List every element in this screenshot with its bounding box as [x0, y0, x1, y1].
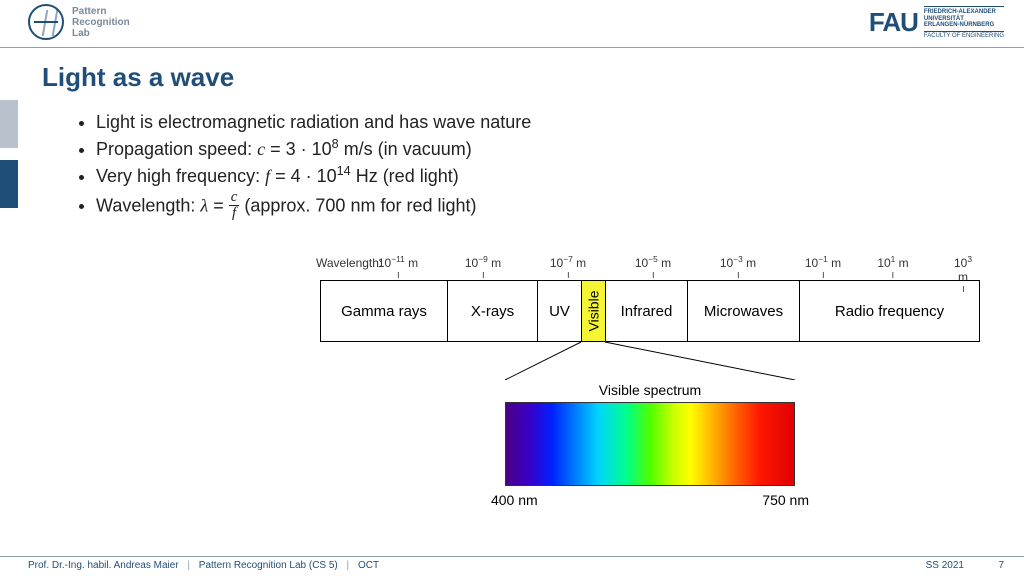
wavelength-tick: 10−9 m — [465, 254, 501, 278]
lab-logo: Pattern Recognition Lab — [28, 4, 130, 40]
spectrum-segment: Infrared — [606, 281, 688, 341]
wavelength-tick: 10−11 m — [378, 254, 418, 278]
lab-logo-text: Pattern Recognition Lab — [72, 6, 130, 39]
footer-topic: OCT — [358, 560, 379, 571]
fau-text: FRIEDRICH-ALEXANDER UNIVERSITÄT ERLANGEN… — [924, 6, 1004, 39]
wavelength-label: Wavelength: — [316, 256, 382, 270]
wavelength-tick: 10−1 m — [805, 254, 841, 278]
segment-label: Infrared — [621, 303, 673, 320]
bullet-text: (approx. 700 nm for red light) — [239, 195, 476, 215]
math-exp: 14 — [337, 164, 351, 178]
math-num: c — [229, 190, 240, 206]
slide-footer: Prof. Dr.-Ing. habil. Andreas Maier | Pa… — [0, 556, 1024, 576]
spectrum-label-left: 400 nm — [491, 492, 538, 508]
slide-header: Pattern Recognition Lab FAU FRIEDRICH-AL… — [0, 0, 1024, 48]
bullet-text: Propagation speed: — [96, 139, 257, 159]
footer-author: Prof. Dr.-Ing. habil. Andreas Maier — [28, 560, 179, 571]
slide-title: Light as a wave — [42, 62, 234, 93]
bullet-item: Very high frequency: f = 4 · 1014 Hz (re… — [96, 164, 531, 187]
bullet-list: Light is electromagnetic radiation and h… — [78, 112, 531, 226]
lab-line: Recognition — [72, 17, 130, 28]
side-accent — [0, 100, 18, 208]
bullet-item: Light is electromagnetic radiation and h… — [96, 112, 531, 133]
bullet-text: = — [208, 195, 229, 215]
spectrum-segment: Radio frequency — [800, 281, 979, 341]
visible-spectrum-title: Visible spectrum — [320, 382, 980, 398]
bullet-text: = 4 · 10 — [270, 166, 337, 186]
footer-left: Prof. Dr.-Ing. habil. Andreas Maier | Pa… — [28, 560, 379, 571]
spectrum-segment: Gamma rays — [321, 281, 448, 341]
bullet-text: m/s (in vacuum) — [339, 139, 472, 159]
bullet-item: Propagation speed: c = 3 · 108 m/s (in v… — [96, 137, 531, 160]
bullet-text: Very high frequency: — [96, 166, 265, 186]
segment-label: Radio frequency — [835, 303, 944, 320]
math-fraction: cf — [229, 190, 240, 221]
fau-sub: FACULTY OF ENGINEERING — [924, 31, 1004, 40]
spectrum-segment: Visible — [582, 281, 606, 341]
spectrum-segment: UV — [538, 281, 582, 341]
segment-label: Gamma rays — [341, 303, 427, 320]
wavelength-tick: 10−3 m — [720, 254, 756, 278]
math-exp: 8 — [332, 137, 339, 151]
footer-sep: | — [187, 560, 190, 571]
spectrum-bands: Gamma rays X-rays UV Visible Infrared Microwa… — [320, 280, 980, 342]
side-block-grey — [0, 100, 18, 148]
visible-spectrum-gradient — [505, 402, 795, 486]
wavelength-tick: 101 m — [877, 254, 908, 278]
fau-line: ERLANGEN-NÜRNBERG — [924, 22, 1004, 29]
footer-lab: Pattern Recognition Lab (CS 5) — [199, 560, 338, 571]
bullet-text: Hz (red light) — [351, 166, 459, 186]
side-block-blue — [0, 160, 18, 208]
spectrum-segment: X-rays — [448, 281, 538, 341]
math-var: c — [257, 139, 265, 159]
segment-label: Visible — [586, 291, 602, 332]
wavelength-axis: Wavelength: 10−11 m10−9 m10−7 m10−5 m10−… — [320, 254, 980, 276]
fau-mark: FAU — [869, 7, 918, 38]
lab-line: Lab — [72, 28, 130, 39]
segment-label: Microwaves — [704, 303, 783, 320]
footer-sep: | — [347, 560, 350, 571]
spectrum-segment: Microwaves — [688, 281, 800, 341]
bullet-text: Light is electromagnetic radiation and h… — [96, 112, 531, 132]
fau-logo: FAU FRIEDRICH-ALEXANDER UNIVERSITÄT ERLA… — [869, 6, 1004, 39]
lab-line: Pattern — [72, 6, 130, 17]
bullet-text: = 3 · 10 — [265, 139, 332, 159]
bullet-text: Wavelength: — [96, 195, 200, 215]
footer-term: SS 2021 — [926, 560, 964, 571]
lab-logo-mark — [28, 4, 64, 40]
segment-label: UV — [549, 303, 570, 320]
math-den: f — [229, 206, 240, 221]
spectrum-label-right: 750 nm — [762, 492, 809, 508]
fau-line: FRIEDRICH-ALEXANDER — [924, 9, 1004, 16]
wavelength-tick: 10−7 m — [550, 254, 586, 278]
connector-lines — [320, 342, 980, 380]
footer-page: 7 — [998, 560, 1004, 571]
segment-label: X-rays — [471, 303, 514, 320]
wavelength-tick: 10−5 m — [635, 254, 671, 278]
em-spectrum-diagram: Wavelength: 10−11 m10−9 m10−7 m10−5 m10−… — [320, 254, 980, 492]
bullet-item: Wavelength: λ = cf (approx. 700 nm for r… — [96, 191, 531, 222]
